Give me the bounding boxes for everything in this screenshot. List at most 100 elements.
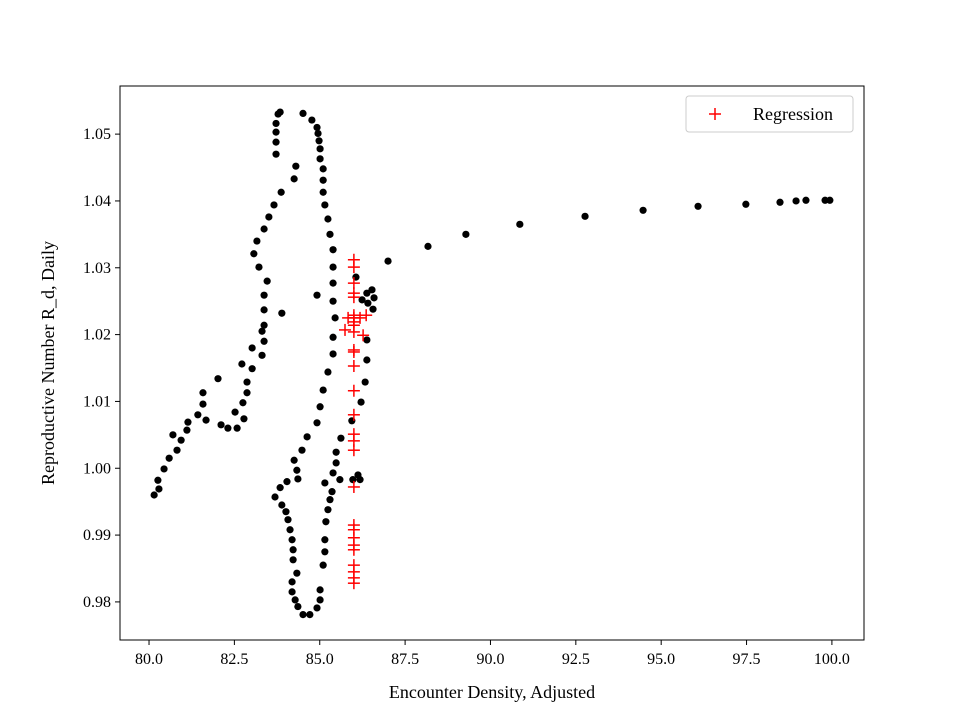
data-point bbox=[277, 188, 285, 196]
data-point bbox=[316, 403, 324, 411]
data-point bbox=[314, 129, 322, 138]
plot-marks bbox=[150, 108, 834, 619]
regression-point bbox=[342, 311, 355, 324]
data-point bbox=[260, 291, 268, 299]
data-point bbox=[150, 491, 158, 499]
y-tick-label: 1.04 bbox=[83, 193, 111, 210]
y-tick-label: 1.01 bbox=[83, 393, 111, 410]
legend-plus-marker bbox=[709, 108, 721, 120]
y-tick-label: 1.00 bbox=[83, 460, 111, 477]
data-point bbox=[173, 446, 181, 454]
data-point bbox=[217, 421, 225, 429]
data-point bbox=[639, 206, 647, 214]
regression-point bbox=[347, 480, 360, 493]
data-point bbox=[336, 476, 344, 484]
regression-point bbox=[347, 277, 360, 290]
data-point bbox=[424, 242, 432, 250]
data-point bbox=[369, 305, 377, 313]
data-point bbox=[288, 588, 296, 596]
x-tick-label: 95.0 bbox=[647, 651, 675, 668]
data-point bbox=[293, 569, 301, 577]
regression-point bbox=[354, 311, 367, 324]
data-point bbox=[363, 289, 371, 297]
regression-point bbox=[339, 323, 352, 336]
y-tick-label: 1.03 bbox=[83, 260, 111, 277]
data-point bbox=[284, 516, 292, 524]
data-point bbox=[581, 212, 589, 220]
data-point bbox=[329, 279, 337, 287]
data-point bbox=[260, 306, 268, 314]
data-point bbox=[316, 596, 324, 604]
data-point bbox=[202, 416, 210, 424]
data-point bbox=[294, 602, 302, 611]
data-point bbox=[288, 536, 296, 544]
data-point bbox=[326, 496, 334, 504]
data-point bbox=[331, 314, 339, 322]
x-tick-label: 90.0 bbox=[476, 651, 504, 668]
data-point bbox=[324, 368, 332, 376]
data-point bbox=[329, 297, 337, 305]
data-point bbox=[384, 257, 392, 265]
data-point bbox=[319, 188, 327, 196]
data-point bbox=[239, 399, 247, 407]
legend-box bbox=[685, 95, 854, 133]
regression-point bbox=[347, 291, 360, 304]
data-point bbox=[243, 389, 251, 397]
data-point bbox=[291, 596, 299, 604]
regression-point bbox=[347, 408, 360, 421]
data-point bbox=[742, 200, 750, 208]
data-point bbox=[802, 196, 810, 204]
data-point bbox=[289, 556, 297, 564]
data-point bbox=[694, 202, 702, 210]
y-axis: 0.98 0.99 1.00 1.01 1.02 1.03 1.04 1.05 bbox=[83, 126, 120, 611]
data-point bbox=[776, 198, 784, 206]
regression-point bbox=[357, 329, 370, 342]
data-point bbox=[354, 471, 362, 479]
data-point bbox=[313, 604, 321, 612]
data-point bbox=[308, 116, 316, 124]
data-point bbox=[299, 611, 307, 619]
data-point bbox=[368, 286, 376, 294]
data-point bbox=[826, 196, 834, 204]
data-point bbox=[319, 386, 327, 394]
data-point bbox=[324, 215, 332, 223]
data-point bbox=[329, 246, 337, 254]
regression-point bbox=[347, 325, 360, 338]
data-point bbox=[326, 230, 334, 238]
y-tick-label: 1.05 bbox=[83, 126, 111, 143]
data-point bbox=[332, 459, 340, 467]
data-point bbox=[214, 375, 222, 383]
data-point bbox=[160, 465, 168, 473]
data-point bbox=[278, 309, 286, 317]
data-point bbox=[316, 586, 324, 594]
data-point bbox=[270, 201, 278, 209]
data-point bbox=[298, 446, 306, 454]
y-tick-label: 0.98 bbox=[83, 594, 111, 611]
data-point bbox=[321, 548, 329, 556]
data-point bbox=[169, 431, 177, 439]
regression-point bbox=[347, 345, 360, 358]
data-point bbox=[258, 351, 266, 359]
data-point bbox=[278, 501, 286, 509]
data-point bbox=[258, 327, 266, 335]
data-point bbox=[255, 263, 263, 271]
y-axis-label: Reproductive Number R_d, Daily bbox=[38, 241, 58, 485]
data-point bbox=[199, 389, 207, 397]
data-point bbox=[462, 230, 470, 238]
y-tick-label: 1.02 bbox=[83, 327, 111, 344]
data-point bbox=[293, 466, 301, 474]
regression-point bbox=[347, 444, 360, 457]
data-point bbox=[792, 197, 800, 205]
data-point bbox=[265, 213, 273, 221]
data-point bbox=[328, 488, 336, 496]
data-point bbox=[289, 546, 297, 554]
data-point bbox=[322, 518, 330, 526]
data-point bbox=[272, 138, 280, 146]
data-point bbox=[299, 109, 307, 117]
data-point bbox=[155, 485, 163, 493]
x-tick-label: 92.5 bbox=[562, 651, 590, 668]
data-point bbox=[272, 128, 280, 136]
data-point bbox=[224, 424, 232, 432]
data-point bbox=[183, 426, 191, 434]
data-point bbox=[283, 478, 291, 486]
